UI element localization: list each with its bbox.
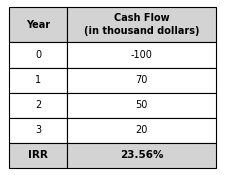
Text: 23.56%: 23.56%: [120, 150, 163, 160]
Bar: [67, 7, 216, 42]
Text: 20: 20: [135, 125, 148, 135]
Bar: [9, 68, 67, 93]
Bar: [67, 118, 216, 143]
Text: 50: 50: [135, 100, 148, 110]
Bar: [9, 143, 67, 168]
Text: -100: -100: [130, 50, 152, 60]
Text: 2: 2: [35, 100, 41, 110]
Bar: [67, 68, 216, 93]
Bar: [9, 118, 67, 143]
Bar: [9, 42, 67, 68]
Text: IRR: IRR: [28, 150, 48, 160]
Text: 70: 70: [135, 75, 148, 85]
Bar: [9, 7, 67, 42]
Text: Cash Flow
(in thousand dollars): Cash Flow (in thousand dollars): [84, 13, 199, 36]
Bar: [67, 143, 216, 168]
Bar: [67, 42, 216, 68]
Text: 3: 3: [35, 125, 41, 135]
Text: 1: 1: [35, 75, 41, 85]
Bar: [9, 93, 67, 118]
Bar: [67, 93, 216, 118]
Text: Year: Year: [26, 20, 50, 30]
Text: 0: 0: [35, 50, 41, 60]
